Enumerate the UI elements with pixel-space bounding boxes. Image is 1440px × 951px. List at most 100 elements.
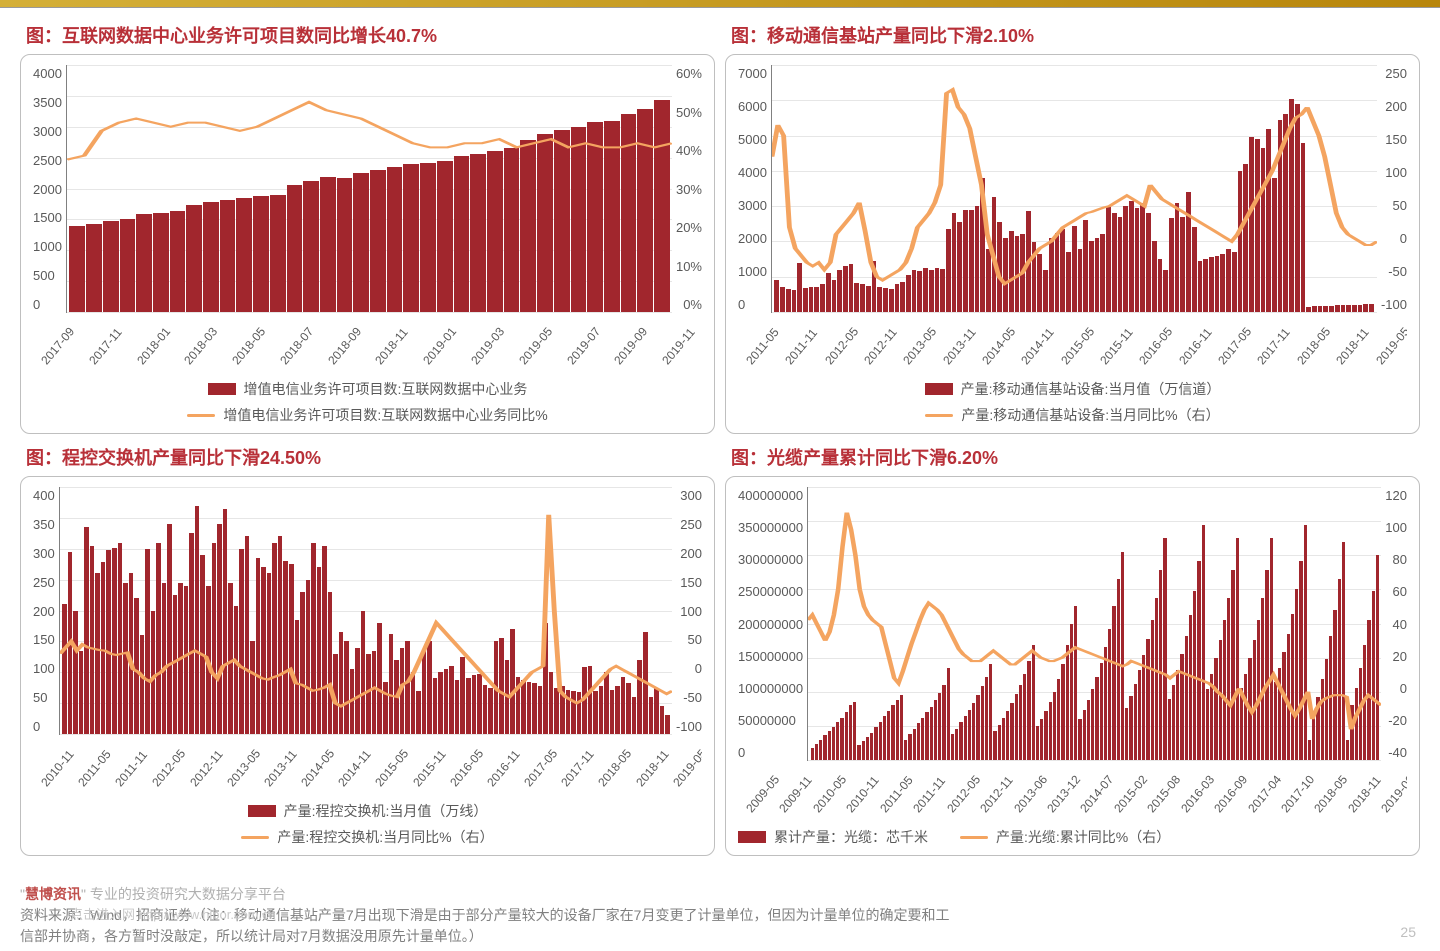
legend-swatch-bar <box>208 383 236 395</box>
bar <box>1238 171 1243 312</box>
bar <box>1185 636 1188 760</box>
bar <box>900 695 903 760</box>
bar <box>320 177 336 312</box>
bar <box>1020 234 1025 312</box>
bar <box>599 686 604 734</box>
bar <box>809 287 814 312</box>
bar <box>1227 598 1230 760</box>
bar <box>1261 598 1264 760</box>
bar <box>1134 684 1137 760</box>
bar <box>339 632 344 734</box>
bar <box>1168 699 1171 760</box>
bar <box>604 672 609 734</box>
bar <box>472 675 477 734</box>
bar <box>538 686 543 734</box>
plot-area-1 <box>66 65 672 313</box>
bar <box>887 711 890 760</box>
bar <box>118 543 123 734</box>
bar <box>206 586 211 734</box>
charts-grid: 图：互联网数据中心业务许可项目数同比增长40.7% 40003500300025… <box>0 8 1440 860</box>
bar <box>797 263 802 312</box>
bar <box>1289 99 1294 312</box>
footer-watermark-url: 点击进入网 http://www.hibor.com.cn <box>70 905 276 925</box>
bar <box>1019 685 1022 760</box>
bar <box>877 287 882 312</box>
bar <box>1376 555 1379 760</box>
bar <box>938 693 941 760</box>
bar <box>203 202 219 312</box>
bar <box>1027 661 1030 760</box>
bar <box>1215 256 1220 312</box>
bar <box>1333 610 1336 760</box>
bar <box>1257 620 1260 760</box>
bar <box>422 651 427 734</box>
bar <box>1138 670 1141 760</box>
bar <box>427 641 432 734</box>
legend-swatch-line <box>241 836 269 839</box>
bar <box>106 550 111 734</box>
bar <box>1140 203 1145 312</box>
bar <box>1278 668 1281 760</box>
bar <box>250 641 255 734</box>
bar <box>1146 639 1149 760</box>
footer-brand: 慧博资讯 <box>25 886 81 902</box>
bar <box>1236 538 1239 760</box>
chart-title-1: 图：互联网数据中心业务许可项目数同比增长40.7% <box>26 22 715 48</box>
bar <box>1074 606 1077 760</box>
bar <box>986 249 991 313</box>
bar <box>370 170 386 312</box>
bar <box>1060 229 1065 312</box>
bar <box>151 611 156 735</box>
bar <box>394 660 399 734</box>
bar <box>571 127 587 312</box>
bar <box>643 632 648 734</box>
bar <box>621 114 637 312</box>
chart-title-3: 图：程控交换机产量同比下滑24.50% <box>26 444 715 470</box>
panel-optical: 图：光缆产量累计同比下滑6.20% 4000000003500000003000… <box>725 442 1420 856</box>
bar <box>1363 645 1366 760</box>
bar <box>245 536 250 734</box>
panel-switch: 图：程控交换机产量同比下滑24.50% 40035030025020015010… <box>20 442 715 856</box>
bar <box>322 546 327 734</box>
bar <box>101 562 106 734</box>
bar <box>1095 677 1098 760</box>
bar <box>963 210 968 312</box>
bar <box>1091 689 1094 760</box>
bar <box>236 198 252 312</box>
bar <box>959 722 962 760</box>
legend-swatch-line <box>960 836 988 839</box>
bar <box>212 543 217 734</box>
legend-1: 增值电信业务许可项目数:互联网数据中心业务增值电信业务许可项目数:互联网数据中心… <box>33 375 702 427</box>
bar <box>79 651 84 734</box>
bar <box>239 549 244 734</box>
bar <box>1121 552 1124 760</box>
bar <box>549 672 554 734</box>
bar <box>90 546 95 734</box>
bar <box>1202 525 1205 760</box>
bar <box>520 140 536 312</box>
bar <box>1049 702 1052 760</box>
bar <box>405 641 410 734</box>
bar <box>1118 217 1123 312</box>
bar <box>828 731 831 760</box>
bar <box>129 573 134 734</box>
bar <box>1312 714 1315 760</box>
bar <box>438 672 443 734</box>
bar <box>289 564 294 734</box>
bar <box>823 735 826 760</box>
bar <box>1180 654 1183 760</box>
bar <box>256 558 261 734</box>
bar <box>997 222 1002 312</box>
footer-tagline: " 专业的投资研究大数据分享平台 <box>81 886 286 902</box>
bar <box>1249 137 1254 312</box>
bar <box>1323 306 1328 312</box>
bar <box>1009 231 1014 312</box>
bar <box>992 197 997 312</box>
legend-swatch-bar <box>738 831 766 843</box>
bar <box>494 641 499 734</box>
bar <box>1299 561 1302 760</box>
bar <box>1087 700 1090 760</box>
bar <box>843 266 848 312</box>
bar <box>234 606 239 734</box>
bar <box>120 219 136 312</box>
